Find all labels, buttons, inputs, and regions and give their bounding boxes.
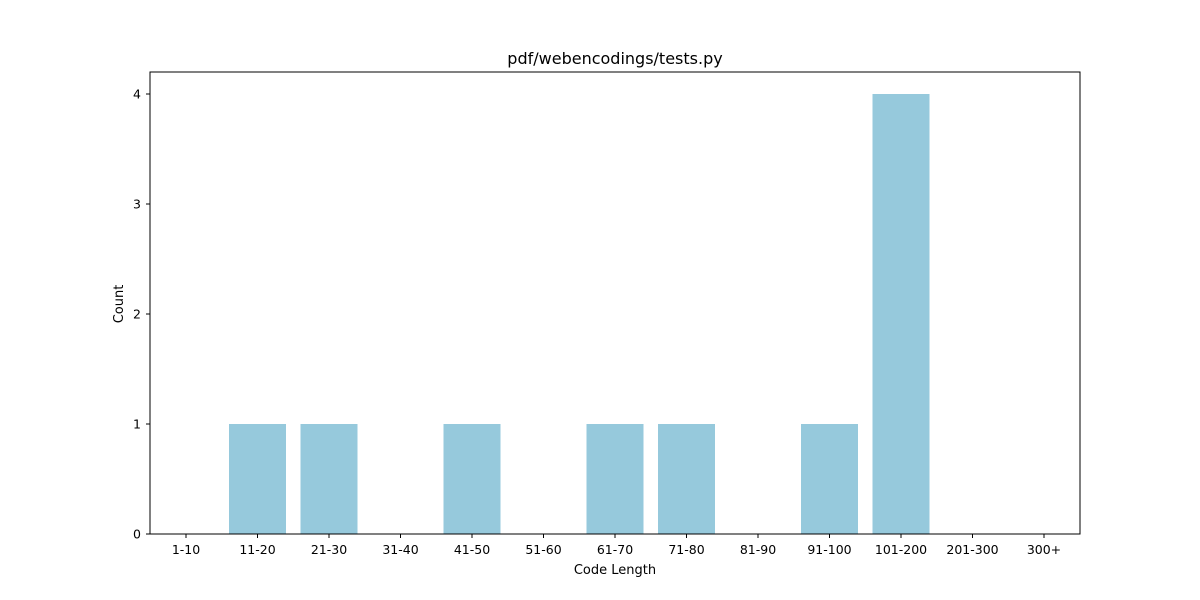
bars-group bbox=[229, 94, 930, 534]
y-axis-label: Count bbox=[112, 285, 127, 324]
x-tick-label: 71-80 bbox=[668, 542, 704, 557]
y-tick-label: 1 bbox=[133, 417, 141, 432]
x-tick-label: 91-100 bbox=[807, 542, 851, 557]
y-tick-label: 3 bbox=[133, 197, 141, 212]
bar-101-200 bbox=[872, 94, 930, 534]
chart-title: pdf/webencodings/tests.py bbox=[507, 49, 722, 68]
bar-61-70 bbox=[586, 424, 644, 534]
x-tick-label: 51-60 bbox=[525, 542, 561, 557]
x-tick-label: 61-70 bbox=[597, 542, 633, 557]
x-tick-label: 11-20 bbox=[239, 542, 275, 557]
y-tick-label: 4 bbox=[133, 87, 141, 102]
x-axis-label: Code Length bbox=[574, 563, 656, 578]
x-tick-label: 101-200 bbox=[875, 542, 927, 557]
y-tick-label: 0 bbox=[133, 527, 141, 542]
x-tick-label: 41-50 bbox=[454, 542, 490, 557]
x-tick-label: 21-30 bbox=[311, 542, 347, 557]
bar-41-50 bbox=[443, 424, 501, 534]
x-tick-label: 81-90 bbox=[740, 542, 776, 557]
y-tick-label: 2 bbox=[133, 307, 141, 322]
x-axis-ticks: 1-10 11-20 21-30 31-40 41-50 51-60 61-70 71-80 8… bbox=[172, 534, 1061, 557]
bar-71-80 bbox=[658, 424, 715, 534]
bar-91-100 bbox=[801, 424, 858, 534]
x-tick-label: 1-10 bbox=[172, 542, 200, 557]
plot-frame bbox=[149, 71, 1081, 535]
bar-21-30 bbox=[300, 424, 358, 534]
bar-11-20 bbox=[229, 424, 286, 534]
x-tick-label: 31-40 bbox=[382, 542, 418, 557]
x-tick-label: 300+ bbox=[1027, 542, 1061, 557]
y-axis-ticks: 0 1 2 3 4 bbox=[133, 87, 150, 542]
x-tick-label: 201-300 bbox=[946, 542, 998, 557]
